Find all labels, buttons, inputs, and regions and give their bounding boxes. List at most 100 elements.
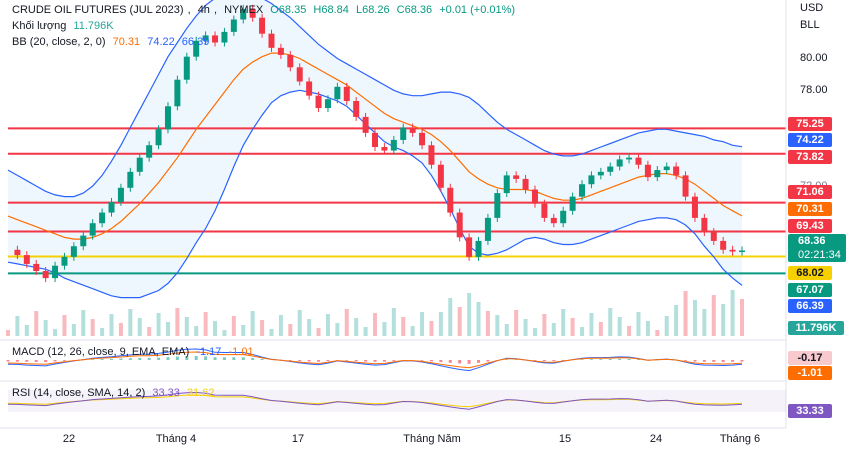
volume-bar — [551, 323, 556, 336]
exchange: NYMEX — [224, 4, 264, 16]
candle-body — [729, 249, 736, 252]
macd-histogram-bar — [62, 360, 66, 361]
macd-tag: -0.17 — [788, 351, 832, 365]
volume-bar — [495, 315, 500, 336]
time-label: 24 — [649, 433, 663, 445]
candle-body — [70, 246, 77, 257]
volume-bar — [683, 291, 688, 336]
candle-body — [739, 250, 745, 252]
candle-body — [682, 175, 689, 197]
rsi-value: 33.33 — [152, 387, 180, 399]
volume-bar — [740, 299, 744, 336]
volume-bar — [580, 327, 585, 336]
candle-body — [108, 201, 115, 213]
candle-body — [183, 56, 190, 80]
price-tag-bb-upper: 74.22 — [788, 133, 832, 147]
macd-histogram-bar — [345, 360, 349, 361]
macd-histogram-bar — [326, 360, 330, 362]
candle-body — [381, 147, 388, 151]
bb-legend[interactable]: BB (20, close, 2, 0) 70.31 74.22 66.39 — [12, 35, 213, 49]
candle-body — [61, 256, 68, 266]
candle-body — [80, 235, 87, 247]
bb-band-fill — [8, 0, 742, 298]
volume-bar — [109, 314, 114, 336]
macd-histogram-bar — [222, 357, 226, 360]
rsi-label: RSI (14, close, SMA, 14, 2) — [12, 387, 146, 399]
volume-bar — [476, 302, 481, 336]
volume-bar — [165, 322, 170, 336]
volume-bar — [429, 321, 434, 336]
macd-histogram-bar — [213, 357, 217, 360]
macd-histogram-bar — [288, 360, 292, 361]
symbol-legend[interactable]: CRUDE OIL FUTURES (JUL 2023), 4h, NYMEX … — [12, 4, 516, 16]
volume-bar — [175, 308, 180, 336]
rsi-line — [7, 391, 743, 410]
axis-unit[interactable]: BLL — [800, 19, 820, 31]
volume-bar — [589, 313, 594, 336]
candle-body — [597, 171, 604, 176]
volume-bar — [448, 298, 453, 336]
volume-bar — [335, 323, 340, 336]
macd-histogram-bar — [147, 357, 151, 360]
macd-histogram-bar — [505, 359, 509, 360]
candle-body — [484, 217, 491, 241]
volume-bar — [457, 307, 462, 336]
volume-bar — [711, 295, 716, 336]
macd-signal-tag: -1.01 — [788, 366, 832, 380]
axis-currency[interactable]: USD — [800, 2, 824, 14]
volume-bar — [655, 330, 660, 336]
macd-histogram-bar — [317, 360, 321, 362]
bb-lower-value: 66.39 — [181, 36, 210, 48]
macd-histogram-bar — [15, 360, 19, 362]
macd-histogram-bar — [364, 360, 368, 362]
candle-body — [155, 129, 162, 146]
ohlc-low: L68.26 — [355, 4, 390, 16]
volume-bar — [269, 329, 274, 336]
volume-bar — [128, 309, 133, 336]
macd-histogram-bar — [439, 360, 443, 363]
candle-body — [202, 35, 209, 41]
volume-bar — [100, 328, 105, 336]
macd-histogram-bar — [627, 358, 631, 360]
candle-body — [456, 212, 463, 238]
candle-body — [607, 166, 614, 172]
rsi-legend[interactable]: RSI (14, close, SMA, 14, 2) 33.33 31.62 — [12, 386, 218, 400]
volume-bar — [420, 312, 425, 336]
macd-histogram-bar — [34, 360, 38, 362]
candle-body — [42, 271, 49, 279]
macd-histogram-bar — [542, 360, 546, 362]
macd-signal-value: -1.01 — [228, 346, 254, 358]
candle-body — [334, 86, 341, 100]
candle-body — [447, 187, 454, 213]
volume-bar — [438, 312, 443, 336]
volume-bar — [504, 324, 509, 336]
macd-legend[interactable]: MACD (12, 26, close, 9, EMA, EMA) -1.17 … — [12, 345, 258, 359]
macd-histogram-bar — [91, 359, 95, 360]
volume-bar — [721, 304, 726, 336]
candle-body — [701, 217, 708, 233]
candle-body — [654, 170, 661, 178]
volume-legend[interactable]: Khối lượng 11.796K — [12, 19, 118, 33]
volume-bar — [532, 328, 537, 336]
macd-histogram-bar — [25, 360, 29, 362]
macd-histogram-bar — [702, 360, 706, 362]
candle-body — [494, 193, 501, 218]
price-tag-level: 71.06 — [788, 185, 832, 199]
macd-histogram-bar — [175, 356, 179, 360]
volume-bar — [645, 321, 650, 336]
macd-histogram-bar — [157, 357, 161, 360]
volume-bar — [391, 308, 396, 336]
volume-bar — [692, 300, 697, 336]
price-tag-bb-lower: 66.39 — [788, 299, 832, 313]
candle-body — [306, 81, 313, 96]
volume-bar — [373, 313, 377, 336]
candle-body — [372, 132, 378, 148]
candle-body — [616, 159, 623, 167]
macd-histogram-bar — [241, 357, 245, 360]
volume-bar — [410, 326, 415, 336]
macd-histogram-bar — [420, 360, 424, 361]
symbol-name: CRUDE OIL FUTURES (JUL 2023) — [12, 4, 184, 16]
rsi-ma-line — [7, 394, 743, 408]
time-label: Tháng 6 — [719, 433, 761, 445]
